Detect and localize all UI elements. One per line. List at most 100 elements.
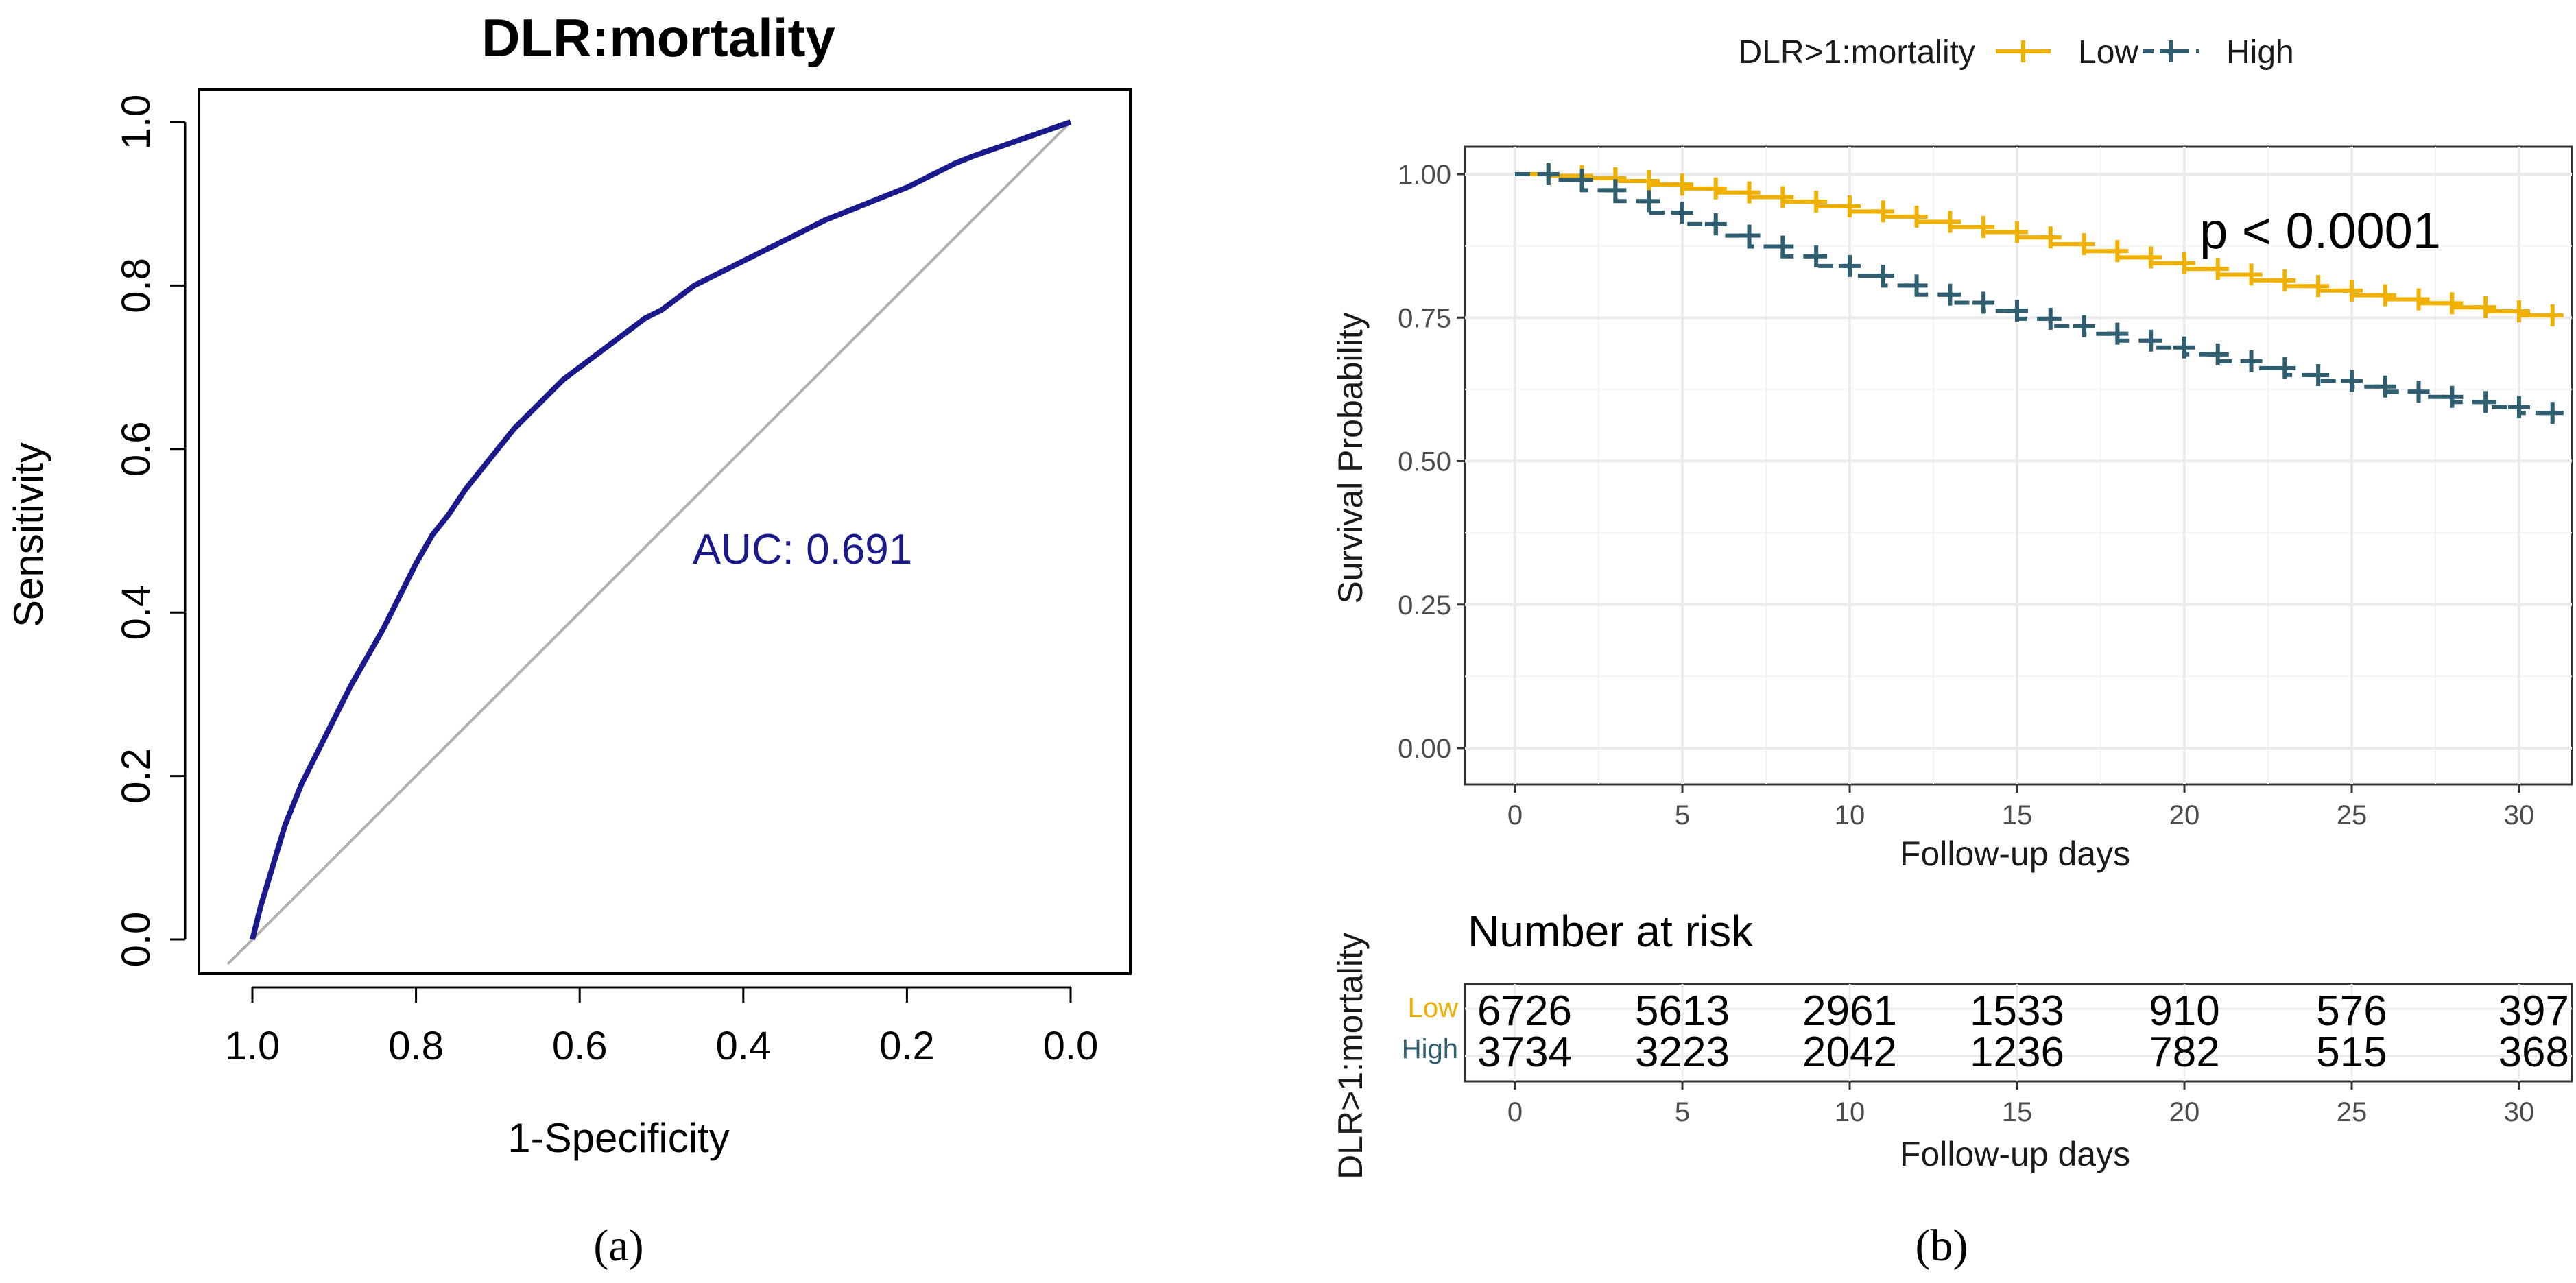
km-high-censor-mark xyxy=(2173,336,2195,359)
km-high-censor-mark xyxy=(2340,370,2363,392)
legend-low-key xyxy=(1996,40,2051,62)
risk-table-panel xyxy=(1464,983,2573,1083)
risk-x-tick-label: 15 xyxy=(2002,1097,2033,1127)
risk-row-label: Low xyxy=(1408,993,1458,1023)
km-low-censor-mark xyxy=(2005,221,2028,243)
risk-cell: 910 xyxy=(2149,987,2219,1035)
roc-x-tick-label: 0.0 xyxy=(1043,1024,1099,1068)
km-high-censor-mark xyxy=(2374,375,2396,398)
km-high-censor-mark xyxy=(2039,307,2062,330)
km-low-censor-mark xyxy=(2106,240,2129,263)
roc-chart: DLR:mortality 1.0 0.8 0.6 0.4 0.2 0.0 0.0 0.2 0.… xyxy=(5,8,1132,1161)
roc-x-tick-label: 0.8 xyxy=(388,1024,444,1068)
roc-y-tick-label: 0.6 xyxy=(114,421,158,477)
panel-label-a: (a) xyxy=(593,1221,643,1271)
km-high-censor-mark xyxy=(2206,343,2229,365)
km-legend: DLR>1:mortality Low High xyxy=(1739,34,2294,71)
km-low-censor-mark xyxy=(1872,200,1894,223)
km-low-censor-mark xyxy=(2441,292,2464,315)
roc-y-tick-label: 0.2 xyxy=(114,748,158,804)
km-chart: DLR>1:mortality Low High 0 5 10 15 20 25 30 0.0… xyxy=(1331,34,2573,873)
km-x-axis-label: Follow-up days xyxy=(1900,835,2130,873)
km-high-censor-mark xyxy=(2140,329,2162,352)
km-low-censor-mark xyxy=(1805,191,1828,213)
km-low-censor-mark xyxy=(2206,258,2229,280)
km-y-axis-label: Survival Probability xyxy=(1331,312,1370,603)
km-high-censor-mark xyxy=(1805,245,1828,267)
km-low-censor-mark xyxy=(2073,233,2095,256)
km-low-censor-mark xyxy=(2374,284,2396,307)
roc-y-tick-label: 1.0 xyxy=(114,95,158,150)
km-low-censor-mark xyxy=(1671,173,1693,196)
p-value-annotation: p < 0.0001 xyxy=(2199,202,2441,259)
roc-y-tick-label: 0.4 xyxy=(114,585,158,640)
km-low-censor-mark xyxy=(1972,216,1995,239)
roc-y-tick-label: 0.8 xyxy=(114,258,158,313)
km-high-censor-mark xyxy=(2541,402,2564,424)
km-high-censor-mark xyxy=(1772,235,1794,258)
km-legend-title: DLR>1:mortality xyxy=(1739,34,1975,71)
roc-axes: 1.0 0.8 0.6 0.4 0.2 0.0 0.0 0.2 0.4 0.6 0.8 1.0 xyxy=(114,95,1098,1068)
km-x-tick-label: 30 xyxy=(2504,800,2535,830)
km-high-censor-mark xyxy=(1939,283,1961,306)
legend-high-key xyxy=(2143,40,2199,62)
km-low-censor-mark xyxy=(2307,275,2330,298)
risk-x-tick-label: 25 xyxy=(2337,1097,2368,1127)
risk-table-axis: 0 5 10 15 20 25 30 xyxy=(1507,1081,2534,1127)
km-x-tick-label: 20 xyxy=(2169,800,2200,830)
auc-annotation: AUC: 0.691 xyxy=(693,526,913,573)
legend-low-label: Low xyxy=(2078,34,2138,71)
risk-cell: 6726 xyxy=(1477,987,1572,1035)
km-high-censor-mark xyxy=(1604,179,1627,202)
roc-reference-line xyxy=(226,121,1072,966)
km-low-censor-mark xyxy=(2173,252,2195,274)
km-low-censor-mark xyxy=(1838,195,1861,217)
km-high-censor-mark xyxy=(1537,163,1560,185)
roc-x-tick-label: 1.0 xyxy=(225,1024,281,1068)
km-low-censor-mark xyxy=(2541,304,2564,326)
km-high-censor-mark xyxy=(2106,322,2129,345)
km-low-censor-mark xyxy=(2039,226,2062,249)
roc-y-axis-label: Sensitivity xyxy=(5,442,51,627)
km-axes: 0 5 10 15 20 25 30 0.00 0.25 0.50 0.75 1.00 xyxy=(1398,160,2534,830)
km-low-censor-mark xyxy=(2507,300,2530,323)
roc-plot-frame xyxy=(198,88,1132,975)
km-low-censor-mark xyxy=(1772,186,1794,208)
legend-low-plus xyxy=(2012,40,2034,62)
risk-cell: 2042 xyxy=(1802,1029,1897,1076)
roc-x-tick-label: 0.6 xyxy=(552,1024,608,1068)
risk-x-tick-label: 5 xyxy=(1675,1097,1690,1127)
km-high-censor-mark xyxy=(1738,224,1761,247)
km-y-tick-label: 0.00 xyxy=(1398,734,1451,764)
km-y-tick-label: 0.75 xyxy=(1398,303,1451,333)
roc-x-tick-label: 0.4 xyxy=(715,1024,771,1068)
km-x-tick-label: 10 xyxy=(1835,800,1865,830)
km-low-censor-mark xyxy=(2340,279,2363,302)
risk-cell: 3734 xyxy=(1477,1029,1572,1076)
km-low-censor-mark xyxy=(2240,263,2263,286)
km-y-tick-label: 1.00 xyxy=(1398,160,1451,190)
risk-table: Number at risk 6726 5613 2961 1533 910 576 397… xyxy=(1331,907,2573,1179)
km-low-censor-mark xyxy=(1638,170,1660,193)
km-high-censor-mark xyxy=(2274,357,2296,379)
km-x-tick-label: 5 xyxy=(1675,800,1690,830)
roc-curve xyxy=(250,119,1072,940)
risk-x-tick-label: 30 xyxy=(2504,1097,2535,1127)
risk-x-tick-label: 20 xyxy=(2169,1097,2200,1127)
risk-table-title: Number at risk xyxy=(1468,907,1754,956)
km-high-censor-mark xyxy=(2441,385,2464,408)
km-low-censor-mark xyxy=(2274,269,2296,291)
risk-cell: 397 xyxy=(2499,987,2569,1035)
risk-table-grid xyxy=(1465,984,2572,1081)
risk-x-tick-label: 0 xyxy=(1507,1097,1523,1127)
km-x-tick-label: 0 xyxy=(1507,800,1523,830)
risk-cell: 782 xyxy=(2149,1029,2219,1076)
km-high-censor-mark xyxy=(1704,213,1727,235)
km-high-censor-mark xyxy=(2307,363,2330,386)
km-low-censor-mark xyxy=(2140,246,2162,269)
km-high-censor-mark xyxy=(2474,391,2497,413)
risk-cell: 2961 xyxy=(1802,987,1897,1035)
km-high-censor-mark xyxy=(2073,315,2095,337)
km-y-tick-label: 0.25 xyxy=(1398,590,1451,621)
km-high-censor-mark xyxy=(1905,274,1928,297)
